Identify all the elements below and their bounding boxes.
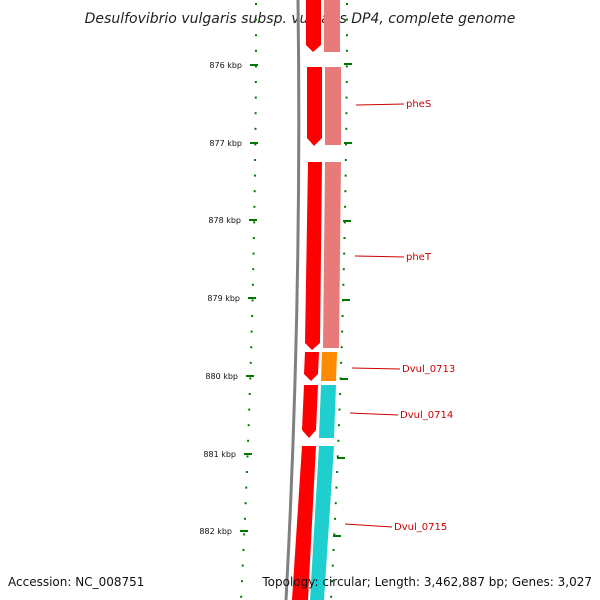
gene-label-lines <box>344 103 405 528</box>
major-tick-877: 877 kbp <box>209 139 258 148</box>
outer-major-ticks <box>333 63 352 537</box>
tick-label-881: 881 kbp <box>203 450 236 459</box>
major-tick-879: 879 kbp <box>207 294 256 303</box>
outer-block-pheS <box>307 67 322 146</box>
gene-label-Dvul_0714: Dvul_0714 <box>400 410 453 421</box>
tick-label-880: 880 kbp <box>205 372 238 381</box>
strand-outer-track <box>292 0 322 600</box>
gene-block-pheT <box>323 162 341 348</box>
genome-title: Desulfovibrio vulgaris subsp. vulgaris D… <box>85 11 516 27</box>
gene-block-pheS <box>325 67 341 145</box>
gene-label-Dvul_0713: Dvul_0713 <box>402 364 455 375</box>
outer-block-0713 <box>304 352 319 381</box>
gene-label-Dvul_0715: Dvul_0715 <box>394 522 447 533</box>
gene-block-Dvul_0714 <box>319 385 336 438</box>
gene-label-pheT: pheT <box>406 252 432 263</box>
gene-block-Dvul_0715 <box>310 446 334 600</box>
outer-block-top <box>306 0 321 52</box>
major-tick-876: 876 kbp <box>209 61 258 70</box>
tick-label-879: 879 kbp <box>207 294 240 303</box>
genome-backbone <box>284 0 301 600</box>
gene-block-Dvul_0713 <box>321 352 337 381</box>
minor-ticks-inner <box>330 3 348 598</box>
tick-label-882: 882 kbp <box>199 527 232 536</box>
outer-block-0714 <box>302 385 318 438</box>
accession-text: Accession: NC_008751 <box>8 575 144 589</box>
minor-ticks-outer <box>240 3 258 598</box>
tick-label-878: 878 kbp <box>208 216 241 225</box>
outer-block-pheT <box>305 162 322 350</box>
major-tick-882: 882 kbp <box>199 527 248 536</box>
gene-label-pheS: pheS <box>406 99 431 110</box>
major-tick-880: 880 kbp <box>205 372 254 381</box>
gene-track <box>310 0 341 600</box>
tick-label-877: 877 kbp <box>209 139 242 148</box>
gene-block-top <box>324 0 340 52</box>
major-tick-878: 878 kbp <box>208 216 257 225</box>
outer-block-0715 <box>292 446 316 600</box>
tick-label-876: 876 kbp <box>209 61 242 70</box>
major-tick-881: 881 kbp <box>203 450 252 459</box>
genome-summary-text: Topology: circular; Length: 3,462,887 bp… <box>261 575 592 589</box>
